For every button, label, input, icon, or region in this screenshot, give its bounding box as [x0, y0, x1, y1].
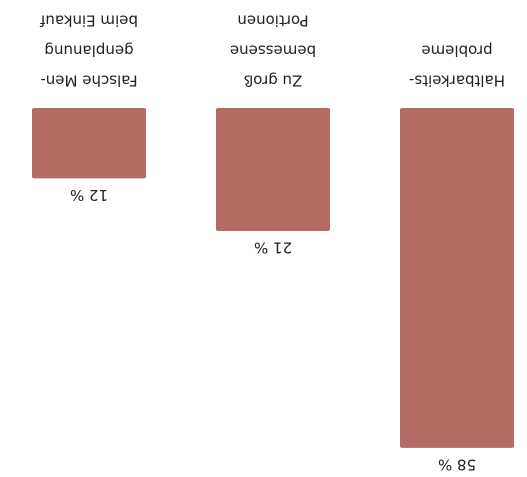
category-label: bemessene	[230, 42, 316, 60]
value-label: 58 %	[438, 455, 476, 473]
category-label: Portionen	[237, 12, 308, 30]
bar	[32, 108, 146, 179]
value-label: 21 %	[254, 239, 292, 257]
value-label: 12 %	[70, 186, 108, 204]
category-label: Falsche Men-	[40, 72, 137, 90]
category-label: genplanung	[44, 42, 133, 60]
category-label: Haltbarkeits-	[409, 72, 505, 90]
bar	[400, 108, 514, 448]
bar	[216, 108, 330, 232]
category-label: beim Einkauf	[39, 12, 138, 30]
category-label: Zu groß	[244, 72, 303, 90]
category-label: probleme	[421, 42, 492, 60]
